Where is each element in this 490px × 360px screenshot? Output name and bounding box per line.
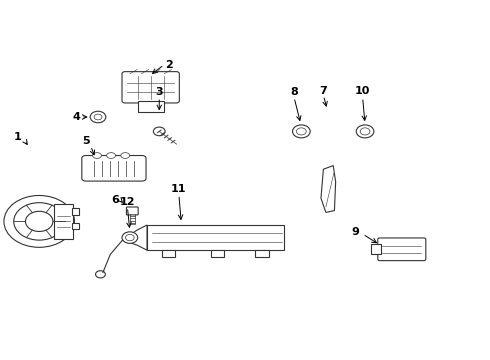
FancyBboxPatch shape <box>371 244 381 254</box>
Circle shape <box>96 271 105 278</box>
Ellipse shape <box>107 153 116 158</box>
FancyBboxPatch shape <box>138 101 164 112</box>
Circle shape <box>153 127 165 136</box>
Text: 12: 12 <box>120 197 135 207</box>
Text: 8: 8 <box>290 87 298 97</box>
FancyBboxPatch shape <box>211 250 224 257</box>
FancyBboxPatch shape <box>82 156 146 181</box>
Text: 6: 6 <box>111 195 119 205</box>
FancyBboxPatch shape <box>122 72 179 103</box>
FancyBboxPatch shape <box>72 223 79 229</box>
FancyBboxPatch shape <box>162 250 175 257</box>
Circle shape <box>293 125 310 138</box>
Circle shape <box>90 111 106 123</box>
Polygon shape <box>122 225 147 250</box>
Ellipse shape <box>121 153 129 158</box>
Text: 4: 4 <box>72 112 80 122</box>
Text: 5: 5 <box>82 136 90 147</box>
Ellipse shape <box>93 153 101 158</box>
Circle shape <box>356 125 374 138</box>
FancyBboxPatch shape <box>147 225 284 250</box>
Text: 11: 11 <box>171 184 187 194</box>
FancyBboxPatch shape <box>378 238 426 261</box>
Circle shape <box>122 232 138 243</box>
Polygon shape <box>321 166 336 212</box>
Text: 7: 7 <box>319 86 327 96</box>
FancyBboxPatch shape <box>255 250 269 257</box>
FancyBboxPatch shape <box>54 204 73 239</box>
Circle shape <box>4 195 74 247</box>
FancyBboxPatch shape <box>126 207 138 215</box>
Text: 3: 3 <box>155 87 163 97</box>
Text: 10: 10 <box>355 86 370 96</box>
Text: 1: 1 <box>13 132 21 142</box>
Text: 2: 2 <box>165 60 173 70</box>
FancyBboxPatch shape <box>72 208 79 215</box>
Text: 9: 9 <box>351 227 359 237</box>
